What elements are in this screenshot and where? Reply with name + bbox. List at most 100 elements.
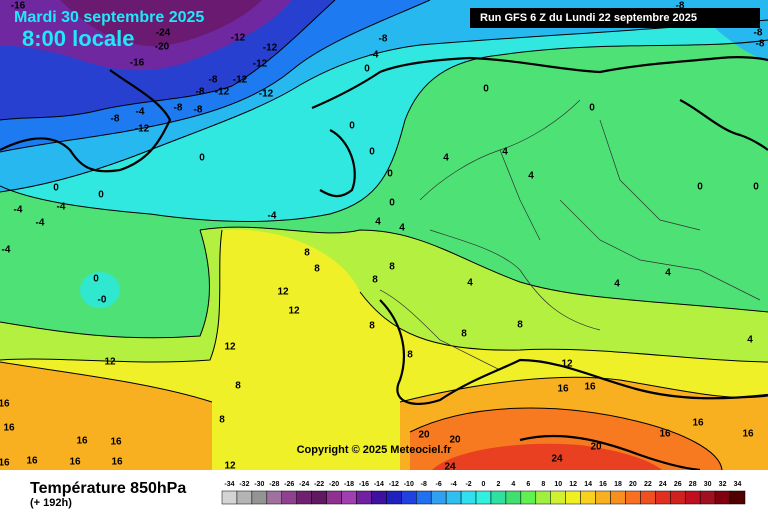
contour-label: -8 (194, 105, 203, 116)
legend-label: -2 (465, 481, 471, 488)
zone-24 (432, 443, 662, 470)
legend-swatch (445, 490, 462, 505)
country-border (379, 99, 761, 371)
coastline (379, 299, 768, 405)
legend-swatch (580, 490, 596, 505)
coastline (519, 434, 701, 472)
legend-swatch (520, 490, 537, 505)
contour-label: 8 (369, 321, 375, 332)
legend-label: -22 (314, 481, 324, 488)
zone-16-west (0, 362, 212, 470)
contour-label: -16 (130, 58, 145, 69)
legend-label: -6 (436, 481, 442, 488)
run-banner (470, 8, 760, 28)
legend-label: -20 (329, 481, 339, 488)
contour-label: -8 (756, 39, 765, 50)
contour-label: 16 (3, 423, 15, 434)
legend-label: -10 (404, 481, 414, 488)
legend-label: -16 (359, 481, 369, 488)
zone-0-pocket (80, 272, 120, 308)
legend-swatch (236, 490, 253, 505)
contour-labels: -16-24-20-16-12-12-12-8 -12-12-8 -12-8-400… (0, 1, 765, 473)
contour-label: -4 (136, 107, 145, 118)
legend-label: 18 (614, 481, 622, 488)
coastline (0, 69, 172, 173)
contour-label: 4 (747, 335, 753, 346)
legend-swatch (371, 490, 387, 505)
legend-label: -12 (389, 481, 399, 488)
legend-label: 32 (719, 481, 727, 488)
legend-swatch (625, 490, 641, 505)
contour-label: 16 (111, 457, 123, 468)
contour-label: 4 (665, 268, 671, 279)
legend-label: 30 (704, 481, 712, 488)
contour-label: 16 (76, 436, 88, 447)
contour-label: 8 (389, 262, 395, 273)
legend-swatch (296, 490, 312, 505)
legend-swatch (595, 490, 611, 505)
legend-swatch (266, 490, 283, 505)
contour-label: -12 (263, 43, 278, 54)
contour-label: 0 (589, 103, 595, 114)
contour-label: 0 (199, 153, 205, 164)
coastline (319, 129, 356, 198)
contour-label: -12 (233, 75, 248, 86)
contour-label: 12 (288, 306, 300, 317)
legend-label: -28 (269, 481, 279, 488)
contour-label: -12 (231, 33, 246, 44)
legend-label: 24 (659, 481, 667, 488)
legend-swatch (640, 490, 656, 505)
contour-label: 16 (110, 437, 122, 448)
legend-label: -30 (254, 481, 264, 488)
legend-swatch (311, 490, 327, 505)
contour-line (0, 229, 768, 363)
contour-label: 24 (444, 462, 456, 473)
legend-swatch (565, 490, 581, 505)
legend-label: 34 (734, 481, 742, 488)
contour-label: 8 (372, 275, 378, 286)
contour-line (0, 0, 431, 153)
contour-label: 16 (659, 429, 671, 440)
legend-label: -24 (299, 481, 309, 488)
legend-label: -32 (239, 481, 249, 488)
coastline (311, 56, 768, 110)
contour-label: 24 (551, 454, 563, 465)
contour-label: -4 (14, 205, 23, 216)
contour-label: -0 (98, 295, 107, 306)
contour-label: 0 (389, 198, 395, 209)
contour-label: 4 (443, 153, 449, 164)
contour-label: 12 (277, 287, 289, 298)
legend-swatch (416, 490, 432, 505)
legend-swatch (251, 490, 268, 505)
run-info: Run GFS 6 Z du Lundi 22 septembre 2025 (480, 12, 697, 24)
legend-swatch (221, 490, 238, 505)
legend-label: 8 (541, 481, 545, 488)
coastline (679, 99, 768, 151)
footer-title: Température 850hPa (30, 480, 186, 497)
contour-label: 20 (418, 430, 430, 441)
forecast-lead: (+ 192h) (30, 497, 72, 509)
legend-swatch (670, 490, 686, 505)
contour-label: 8 (407, 350, 413, 361)
contour-label: -8 (111, 114, 120, 125)
legend-label: -8 (421, 481, 427, 488)
legend-swatch (341, 490, 357, 505)
legend-swatch (401, 490, 417, 505)
contour-label: 20 (449, 435, 461, 446)
contour-label: 0 (483, 84, 489, 95)
legend-swatch (714, 490, 731, 505)
zone-minus-20 (60, 0, 262, 47)
legend-label: 0 (482, 481, 486, 488)
contour-label: -4 (36, 218, 45, 229)
legend-label: 6 (526, 481, 530, 488)
legend-swatch (610, 490, 626, 505)
contour-label: 8 (235, 381, 241, 392)
contour-label: 0 (369, 147, 375, 158)
legend-swatch (684, 490, 701, 505)
legend-label: -34 (224, 481, 234, 488)
contour-label: -4 (370, 50, 379, 61)
legend-swatch (655, 490, 671, 505)
legend-swatch (699, 490, 716, 505)
legend-swatch (281, 490, 297, 505)
